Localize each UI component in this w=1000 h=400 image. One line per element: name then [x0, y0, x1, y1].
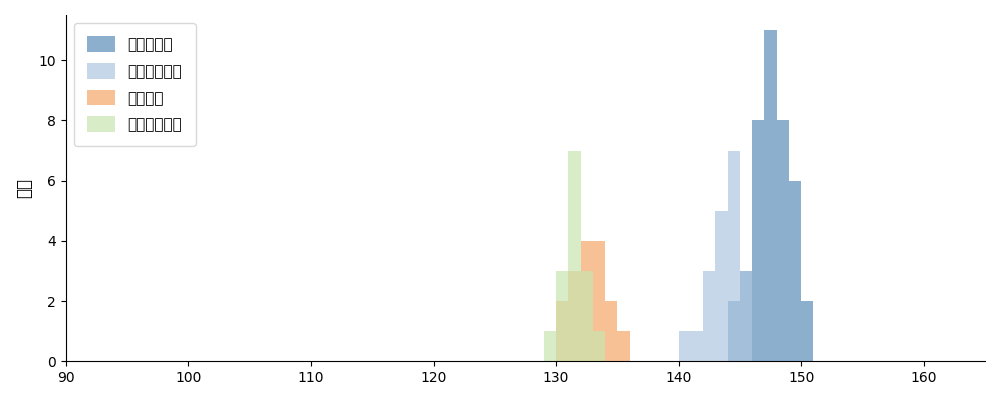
Bar [593, 241, 605, 361]
Bar [617, 331, 630, 361]
Bar [715, 211, 728, 361]
Bar [728, 150, 740, 361]
Bar [556, 271, 568, 361]
Bar [568, 271, 581, 361]
Bar [581, 241, 593, 361]
Bar [728, 301, 740, 361]
Bar [593, 331, 605, 361]
Bar [703, 271, 715, 361]
Y-axis label: 球数: 球数 [15, 178, 33, 198]
Bar [679, 331, 691, 361]
Legend: ストレート, カットボール, フォーク, パワーカーブ: ストレート, カットボール, フォーク, パワーカーブ [74, 23, 196, 146]
Bar [605, 301, 617, 361]
Bar [691, 331, 703, 361]
Bar [544, 331, 556, 361]
Bar [752, 120, 764, 361]
Bar [764, 30, 777, 361]
Bar [740, 271, 752, 361]
Bar [801, 301, 813, 361]
Bar [740, 271, 752, 361]
Bar [777, 120, 789, 361]
Bar [556, 301, 568, 361]
Bar [568, 150, 581, 361]
Bar [581, 271, 593, 361]
Bar [789, 181, 801, 361]
